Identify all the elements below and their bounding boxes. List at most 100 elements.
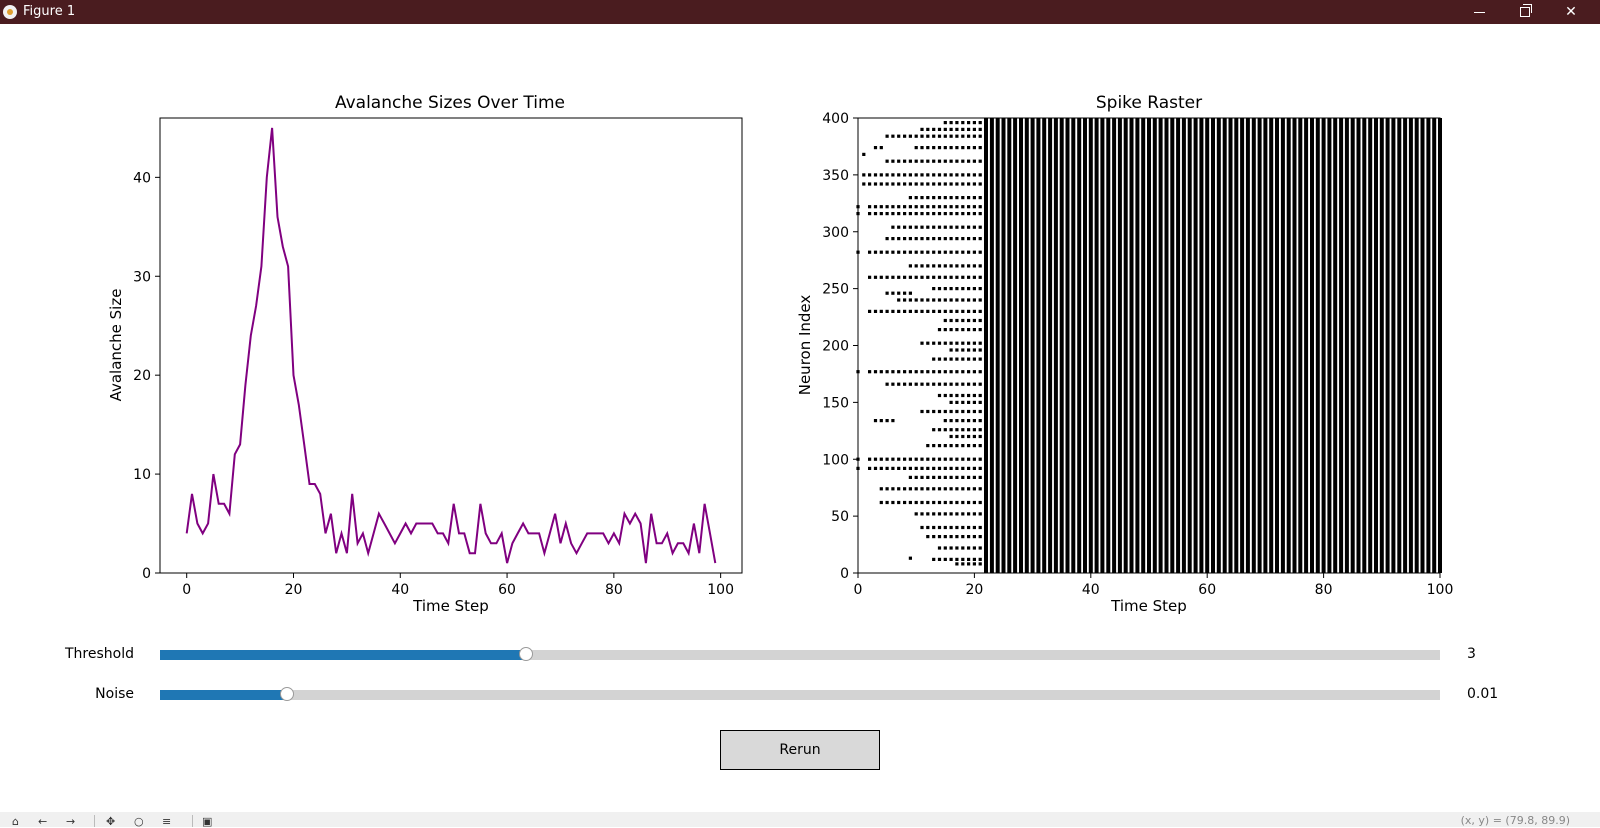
spike-point [972,535,976,539]
spike-point [914,182,918,186]
spike-point [920,298,924,302]
spike-point [914,382,918,386]
x-tick-label: 80 [605,582,623,598]
spike-point [926,457,930,461]
save-icon[interactable]: ▣ [202,815,213,828]
spike-point [967,457,971,461]
spike-point [978,370,982,374]
spike-point [937,212,942,216]
noise-slider[interactable] [160,687,1440,701]
spike-point [903,182,907,186]
spike-point [949,298,953,302]
spike-point [862,173,866,177]
threshold-slider-handle[interactable] [519,647,534,661]
spike-point [885,205,889,209]
spike-point [891,225,895,229]
spike-point [961,275,965,279]
noise-slider-handle[interactable] [280,687,294,701]
pan-icon[interactable]: ✥ [106,815,116,828]
navigation-toolbar: ⌂ ← → ✥ ○ ≡ ▣ (x, y) = (79.8, 89.9) [0,812,1600,827]
x-tick-label: 100 [1427,582,1454,598]
noise-slider-fill [160,690,288,700]
spike-point [943,173,947,177]
spike-point [955,562,959,566]
spike-point [961,328,965,332]
avalanche-chart: Avalanche Sizes Over Time 0 20 40 60 80 100 0… [107,93,743,615]
rerun-button[interactable]: Rerun [720,730,880,770]
spike-point [967,357,971,361]
spike-point [978,264,982,268]
spike-point [908,500,912,505]
spike-point [897,487,901,491]
back-icon[interactable]: ← [38,815,48,828]
spike-column [1065,118,1070,573]
spike-point [972,127,976,131]
spike-point [903,370,907,374]
spike-point [914,475,918,479]
spike-point [885,134,889,138]
spike-point [885,500,889,505]
spike-point [879,419,883,423]
spike-point [967,159,971,163]
spike-point [943,370,947,374]
spike-column [1135,118,1140,573]
spike-point [926,225,930,229]
close-button[interactable]: ✕ [1548,0,1594,24]
spike-point [949,146,953,150]
spike-column [1275,118,1279,573]
spike-point [914,487,918,491]
configure-icon[interactable]: ≡ [162,815,172,828]
threshold-slider[interactable] [160,647,1440,661]
spike-point [943,393,947,398]
spike-point [926,275,930,279]
spike-point [967,475,971,479]
spike-point [885,309,889,313]
spike-point [932,370,936,374]
spike-point [955,348,959,352]
y-tick-label: 150 [822,395,849,411]
spike-point [943,357,947,361]
spike-point [978,309,982,313]
spike-point [891,134,895,138]
spike-point [943,444,947,448]
spike-point [949,212,953,216]
spike-column [1019,118,1023,573]
spike-point [967,196,971,200]
x-tick-label: 20 [965,582,983,598]
spike-point [961,134,965,138]
app-icon [3,5,17,19]
avalanche-plot-area[interactable] [159,117,743,574]
forward-icon[interactable]: → [66,815,76,828]
spike-column [1280,118,1285,573]
zoom-icon[interactable]: ○ [134,815,144,828]
spike-point [926,341,930,345]
spike-point [978,127,982,131]
spike-point [897,182,901,186]
spike-point [967,237,971,241]
spike-point [978,182,982,186]
home-icon[interactable]: ⌂ [12,815,19,828]
spike-column [1100,118,1105,573]
spike-point [955,512,959,516]
spike-point [885,250,889,254]
spike-point [961,182,965,186]
spike-point [955,182,959,186]
spike-point [914,298,918,302]
spike-point [961,487,965,491]
x-tick-label: 40 [391,582,409,598]
maximize-button[interactable] [1502,0,1548,24]
spike-column [1292,118,1297,573]
spike-column [1042,118,1047,573]
avalanche-y-label: Avalanche Size [107,289,125,402]
minimize-button[interactable] [1456,0,1502,24]
spike-point [955,287,959,291]
spike-point [955,444,959,448]
spike-point [937,225,942,229]
spike-point [955,428,959,432]
spike-point [920,225,924,229]
spike-point [967,500,971,505]
x-tick-label: 0 [854,582,863,598]
spike-column [1321,118,1326,573]
title-bar: Figure 1 ✕ [0,0,1600,24]
spike-point [885,291,889,295]
